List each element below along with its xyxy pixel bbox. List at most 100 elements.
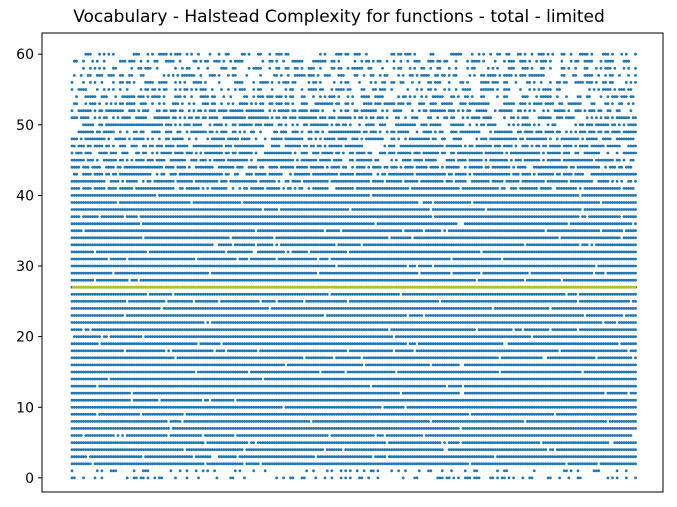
scatter-point: [634, 384, 637, 388]
scatter-point: [422, 462, 426, 466]
scatter-point: [482, 462, 486, 466]
scatter-point: [500, 462, 504, 466]
scatter-point: [137, 412, 141, 416]
scatter-point: [362, 469, 366, 473]
scatter-point: [105, 377, 108, 381]
scatter-point: [420, 434, 423, 437]
scatter-point: [79, 434, 83, 437]
scatter-point: [553, 462, 557, 466]
scatter-point: [279, 405, 283, 409]
scatter-point: [360, 476, 364, 480]
scatter-point: [153, 462, 157, 466]
scatter-point: [190, 462, 194, 466]
scatter-point: [312, 469, 315, 473]
scatter-point: [390, 349, 394, 353]
scatter-point: [95, 462, 99, 466]
scatter-point: [139, 462, 143, 466]
scatter-point: [503, 469, 506, 473]
scatter-point: [100, 455, 104, 459]
scatter-point: [197, 462, 200, 466]
scatter-point: [604, 420, 607, 423]
scatter-point: [620, 462, 624, 466]
scatter-point: [236, 462, 240, 466]
scatter-point: [254, 349, 258, 353]
scatter-point: [473, 462, 476, 466]
scatter-point: [213, 462, 217, 466]
scatter-point: [250, 462, 253, 466]
scatter-point: [204, 455, 207, 459]
scatter-point: [121, 462, 124, 466]
scatter-point: [542, 462, 545, 466]
scatter-point: [581, 462, 584, 466]
scatter-point: [259, 377, 262, 381]
scatter-point: [381, 434, 384, 437]
scatter-point: [116, 434, 120, 437]
scatter-point: [289, 462, 292, 466]
scatter-point: [509, 328, 513, 331]
scatter-point: [245, 462, 249, 466]
scatter-point: [185, 469, 189, 473]
scatter-point: [634, 448, 637, 451]
scatter-point: [282, 462, 285, 466]
scatter-point: [597, 469, 601, 473]
scatter-point: [452, 476, 456, 480]
scatter-point: [489, 476, 492, 480]
scatter-point: [634, 441, 637, 444]
scatter-point: [84, 462, 88, 466]
scatter-point: [190, 455, 194, 459]
scatter-point: [174, 476, 177, 480]
scatter-point: [629, 462, 633, 466]
scatter-point: [491, 455, 495, 459]
scatter-point: [484, 462, 488, 466]
scatter-point: [463, 469, 467, 473]
scatter-point: [436, 476, 440, 480]
scatter-point: [404, 469, 407, 473]
scatter-point: [503, 462, 506, 466]
scatter-point: [383, 441, 387, 444]
scatter-point: [291, 462, 295, 466]
scatter-point: [201, 455, 205, 459]
scatter-point: [263, 462, 267, 466]
scatter-point: [415, 462, 419, 466]
scatter-point: [457, 363, 460, 367]
scatter-point: [82, 462, 85, 466]
scatter-point: [197, 455, 200, 459]
scatter-point: [75, 462, 78, 466]
scatter-point: [300, 356, 304, 360]
scatter-point: [100, 462, 104, 466]
scatter-point: [555, 462, 559, 466]
scatter-point: [634, 420, 637, 423]
scatter-point: [629, 434, 633, 437]
scatter-point: [321, 462, 325, 466]
scatter-point: [279, 462, 283, 466]
scatter-point: [344, 349, 348, 353]
scatter-point: [429, 462, 433, 466]
scatter-point: [344, 462, 348, 466]
scatter-point: [551, 448, 555, 451]
scatter-point: [112, 455, 115, 459]
scatter-point: [146, 455, 150, 459]
scatter-point: [378, 462, 382, 466]
scatter-point: [634, 398, 637, 402]
scatter-point: [183, 462, 187, 466]
scatter-point: [132, 469, 136, 473]
scatter-point: [82, 476, 85, 480]
scatter-point: [505, 462, 509, 466]
scatter-point: [240, 448, 244, 451]
scatter-point: [549, 476, 552, 480]
scatter-point: [585, 462, 589, 466]
scatter-point: [342, 370, 345, 374]
scatter-point: [109, 462, 113, 466]
scatter-point: [125, 476, 129, 480]
scatter-point: [243, 476, 246, 480]
scatter-point: [201, 462, 205, 466]
scatter-point: [466, 462, 469, 466]
scatter-point: [583, 462, 587, 466]
scatter-point: [576, 469, 580, 473]
scatter-point: [459, 462, 463, 466]
scatter-point: [440, 448, 444, 451]
scatter-point: [521, 420, 525, 423]
scatter-point: [544, 448, 548, 451]
scatter-point: [296, 462, 299, 466]
scatter-point: [512, 476, 515, 480]
